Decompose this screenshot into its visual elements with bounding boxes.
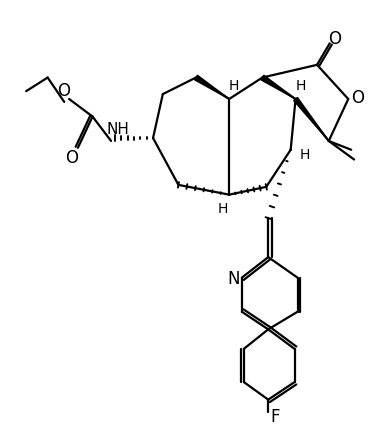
- Polygon shape: [261, 75, 296, 99]
- Text: H: H: [217, 202, 227, 216]
- Text: H: H: [295, 79, 306, 93]
- Text: O: O: [57, 82, 70, 100]
- Text: F: F: [270, 408, 280, 426]
- Polygon shape: [294, 98, 329, 141]
- Text: H: H: [229, 79, 239, 93]
- Text: N: N: [228, 270, 240, 288]
- Text: O: O: [65, 149, 78, 166]
- Text: O: O: [352, 89, 365, 107]
- Text: NH: NH: [107, 122, 129, 137]
- Text: H: H: [299, 148, 310, 162]
- Text: O: O: [328, 30, 341, 48]
- Polygon shape: [194, 75, 229, 99]
